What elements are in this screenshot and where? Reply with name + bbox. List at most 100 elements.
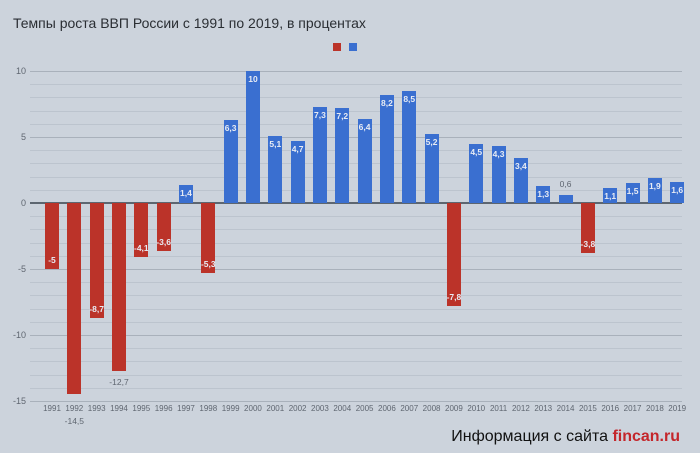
bar-1996[interactable]: [156, 203, 171, 251]
bar-2005[interactable]: [357, 118, 372, 203]
bar-value-label: -4,1: [133, 243, 149, 254]
x-tick-label: 2008: [422, 404, 441, 413]
y-tick-label: 0: [20, 198, 26, 208]
bar-2006[interactable]: [379, 94, 394, 203]
y-tick-label: -10: [12, 330, 26, 340]
x-tick-label: 2016: [601, 404, 620, 413]
bar-2016[interactable]: [603, 188, 618, 203]
bar-2001[interactable]: [268, 135, 283, 203]
legend-negative-swatch: [333, 43, 341, 51]
x-tick-label: 2011: [489, 404, 508, 413]
bar-value-label: 1,5: [626, 186, 639, 197]
bar-2008[interactable]: [424, 134, 439, 203]
x-tick-label: 1996: [154, 404, 173, 413]
x-tick-label: 2002: [288, 404, 307, 413]
x-tick-label: 2012: [511, 404, 530, 413]
gridline: [30, 123, 682, 125]
bar-1992[interactable]: [67, 203, 82, 395]
bar-value-label: 5,1: [269, 138, 282, 149]
bar-value-label: 4,5: [470, 146, 483, 157]
gridline: [30, 229, 682, 231]
y-tick-label: 5: [20, 132, 26, 142]
bar-2017[interactable]: [625, 183, 640, 203]
bar-value-label: 8,5: [403, 93, 416, 104]
x-tick-label: 2014: [556, 404, 575, 413]
x-tick-label: 2006: [378, 404, 396, 413]
gridline: [30, 374, 682, 376]
bar-value-label: 0,6: [559, 179, 572, 190]
bar-2011[interactable]: [491, 146, 506, 203]
bar-2018[interactable]: [647, 177, 662, 203]
bar-1999[interactable]: [223, 119, 238, 203]
gridline: [30, 242, 682, 244]
bar-1997[interactable]: [178, 184, 193, 203]
gridline: [30, 71, 682, 72]
x-tick-label: 2000: [244, 404, 262, 413]
x-tick-label: 1991: [43, 404, 61, 413]
bar-2009[interactable]: [446, 203, 461, 306]
gridline: [30, 150, 682, 152]
bar-2004[interactable]: [335, 107, 350, 203]
chart-title: Темпы роста ВВП России с 1991 по 2019, в…: [13, 15, 366, 31]
gridline: [30, 348, 682, 350]
bar-value-label: 6,4: [358, 121, 371, 132]
x-tick-label: 1995: [132, 404, 151, 413]
gridline: [30, 321, 682, 323]
bar-1994[interactable]: [111, 203, 126, 371]
source-site-link[interactable]: fincan.ru: [612, 428, 680, 445]
bar-2002[interactable]: [290, 140, 305, 203]
gridline: [30, 335, 682, 336]
bar-2007[interactable]: [402, 90, 417, 203]
x-tick-label: 2009: [445, 404, 463, 413]
gridline: [30, 97, 682, 99]
bar-value-label: -5,3: [200, 258, 216, 269]
gridline: [30, 137, 682, 138]
legend: [333, 43, 357, 51]
bar-1993[interactable]: [89, 203, 104, 318]
x-tick-label: 2017: [623, 404, 642, 413]
source-credit: Информация с сайта fincan.ru: [451, 428, 680, 445]
gridline: [30, 295, 682, 297]
zero-line: [30, 202, 682, 204]
x-tick-label: 2018: [645, 404, 664, 413]
bar-value-label: 4,3: [492, 149, 505, 160]
bar-2010[interactable]: [469, 143, 484, 203]
bar-2000[interactable]: [245, 71, 260, 203]
gridline: [30, 189, 682, 191]
x-tick-label: 2005: [355, 404, 374, 413]
x-tick-label: 1993: [87, 404, 106, 413]
bar-2015[interactable]: [580, 203, 595, 254]
bar-value-label: 1,6: [671, 184, 684, 195]
x-tick-label: 1999: [221, 404, 240, 413]
x-tick-label: 2015: [578, 404, 597, 413]
gridline: [30, 308, 682, 310]
x-tick-label: 2013: [534, 404, 553, 413]
bar-1998[interactable]: [201, 203, 216, 273]
y-tick-label: -15: [12, 396, 26, 406]
bar-1995[interactable]: [134, 203, 149, 258]
bar-value-label: 6,3: [224, 122, 237, 133]
x-tick-label: 2019: [668, 404, 687, 413]
x-tick-label: 2010: [467, 404, 486, 413]
bar-value-label: 3,4: [514, 161, 527, 172]
bar-value-label: -12,7: [109, 376, 129, 387]
x-tick-label: 2004: [333, 404, 352, 413]
bar-2019[interactable]: [670, 181, 685, 203]
bar-value-label: -3,6: [156, 236, 171, 247]
bar-value-label: 1,9: [648, 180, 661, 191]
x-tick-label: 1992: [65, 404, 84, 413]
gridline: [30, 255, 682, 257]
bar-2013[interactable]: [536, 185, 551, 203]
bar-2003[interactable]: [312, 106, 327, 203]
bar-value-label: 8,2: [381, 97, 393, 108]
bar-value-label: 1,4: [180, 187, 192, 198]
bar-1991[interactable]: [45, 203, 59, 269]
bar-value-label: -14,5: [64, 416, 85, 427]
bar-value-label: 10: [248, 74, 258, 84]
bar-2014[interactable]: [558, 195, 573, 203]
bar-2012[interactable]: [513, 158, 528, 203]
x-tick-label: 1997: [177, 404, 195, 413]
legend-positive-swatch: [349, 43, 357, 51]
y-tick-label: 10: [15, 66, 26, 76]
bar-value-label: -5: [48, 255, 56, 265]
